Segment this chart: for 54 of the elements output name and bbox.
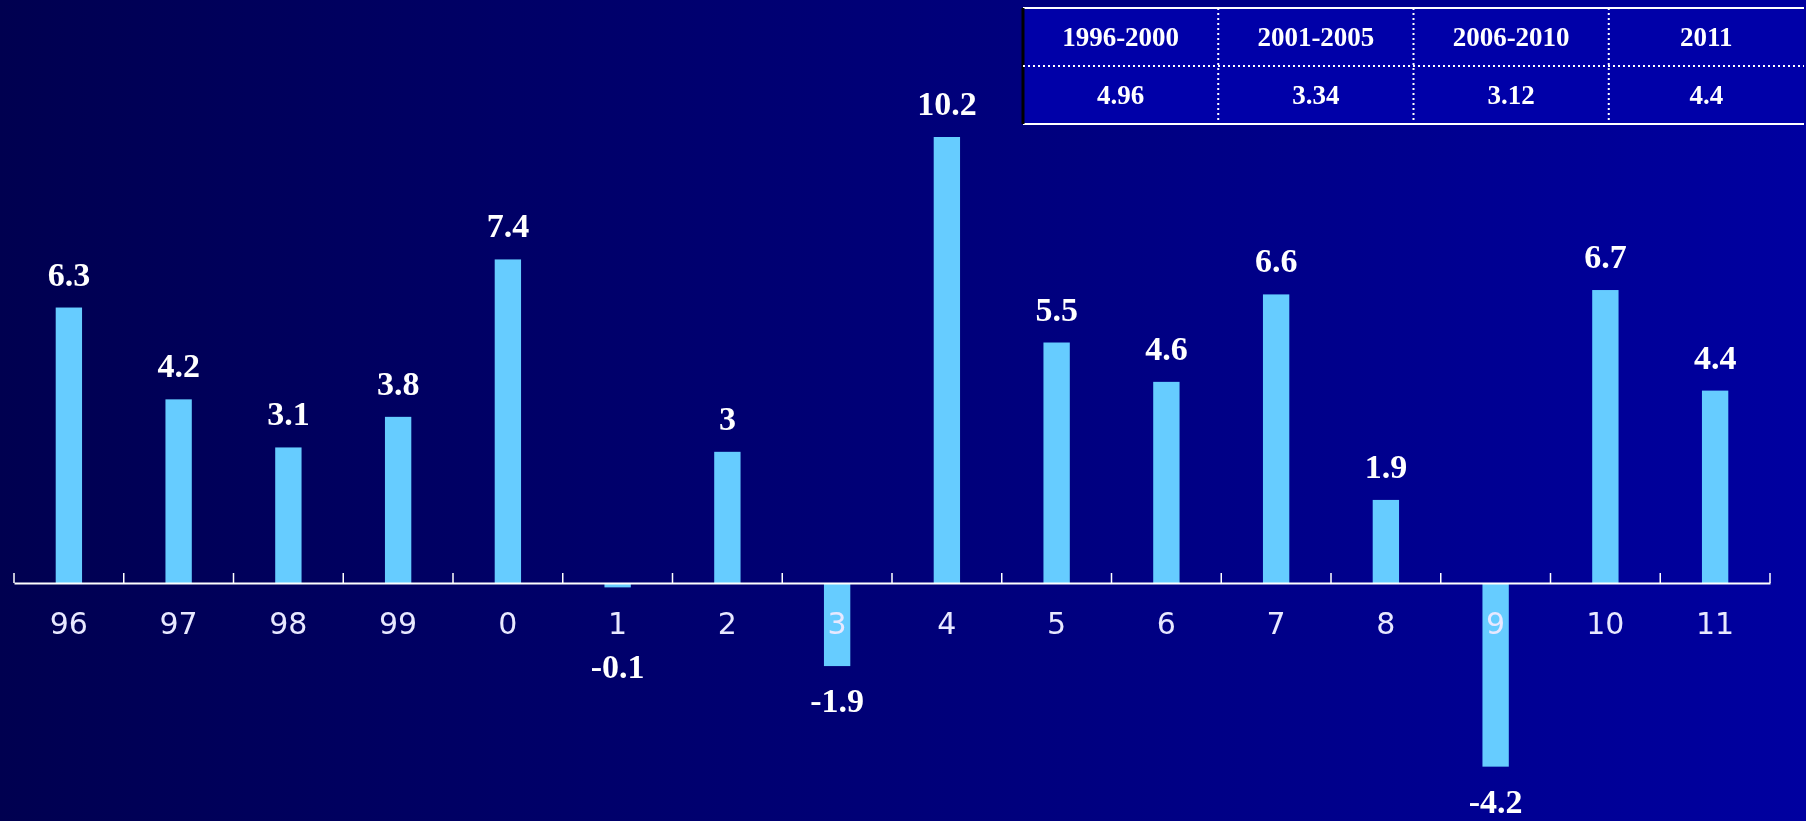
data-label: 1.9 bbox=[1364, 447, 1408, 485]
data-label: 3.8 bbox=[376, 364, 420, 402]
bar bbox=[1043, 342, 1070, 583]
x-tick-label: 7 bbox=[1266, 606, 1286, 642]
x-tick-label: 4 bbox=[937, 606, 957, 642]
data-label: 6.7 bbox=[1584, 238, 1627, 276]
data-label: 4.6 bbox=[1145, 329, 1188, 367]
text: 2006-2010 bbox=[1452, 22, 1570, 52]
bar bbox=[494, 259, 522, 583]
x-tick-label: 9 bbox=[1486, 606, 1506, 642]
x-tick-label: 3 bbox=[827, 606, 847, 642]
x-tick-label: 1 bbox=[608, 606, 628, 642]
x-tick-label: 10 bbox=[1586, 606, 1625, 642]
x-tick-label: 97 bbox=[159, 606, 198, 642]
text: 3.12 bbox=[1487, 80, 1535, 110]
data-label: 4.2 bbox=[157, 347, 200, 385]
data-label: 4.4 bbox=[1693, 338, 1737, 376]
x-tick-label: 5 bbox=[1047, 606, 1067, 642]
bar bbox=[275, 447, 302, 583]
x-tick-label: 11 bbox=[1696, 606, 1735, 642]
bar bbox=[1592, 290, 1619, 583]
bar bbox=[1262, 294, 1290, 583]
text: 4.4 bbox=[1689, 80, 1724, 110]
x-tick-label: 8 bbox=[1376, 606, 1396, 642]
x-tick-label: 98 bbox=[269, 606, 308, 642]
bar bbox=[933, 137, 961, 583]
data-label: 3 bbox=[718, 399, 736, 437]
bar bbox=[384, 416, 412, 583]
x-tick-label: 0 bbox=[498, 606, 518, 642]
text: 2001-2005 bbox=[1257, 22, 1375, 52]
data-label: 3.1 bbox=[267, 395, 310, 433]
text: 1996-2000 bbox=[1062, 22, 1180, 52]
data-label: 5.5 bbox=[1035, 290, 1078, 328]
bar bbox=[1701, 390, 1729, 583]
data-label: 6.3 bbox=[47, 255, 91, 293]
text: 2011 bbox=[1680, 22, 1733, 52]
bar bbox=[165, 399, 192, 583]
bar bbox=[55, 307, 83, 583]
bar bbox=[1153, 381, 1180, 583]
text: 4.96 bbox=[1097, 80, 1145, 110]
data-label: -1.9 bbox=[810, 682, 865, 720]
x-tick-label: 2 bbox=[717, 606, 737, 642]
x-tick-label: 96 bbox=[49, 606, 88, 642]
data-label: -0.1 bbox=[590, 648, 645, 685]
x-tick-label: 99 bbox=[379, 606, 418, 642]
x-tick-label: 6 bbox=[1156, 606, 1176, 642]
bar bbox=[1482, 583, 1509, 767]
bar bbox=[1372, 499, 1400, 583]
data-label: 10.2 bbox=[917, 85, 977, 122]
data-label: 6.6 bbox=[1254, 242, 1298, 280]
bar bbox=[714, 451, 741, 583]
data-label: 7.4 bbox=[486, 207, 530, 245]
data-label: -4.2 bbox=[1468, 782, 1523, 820]
text: 3.34 bbox=[1292, 80, 1340, 110]
